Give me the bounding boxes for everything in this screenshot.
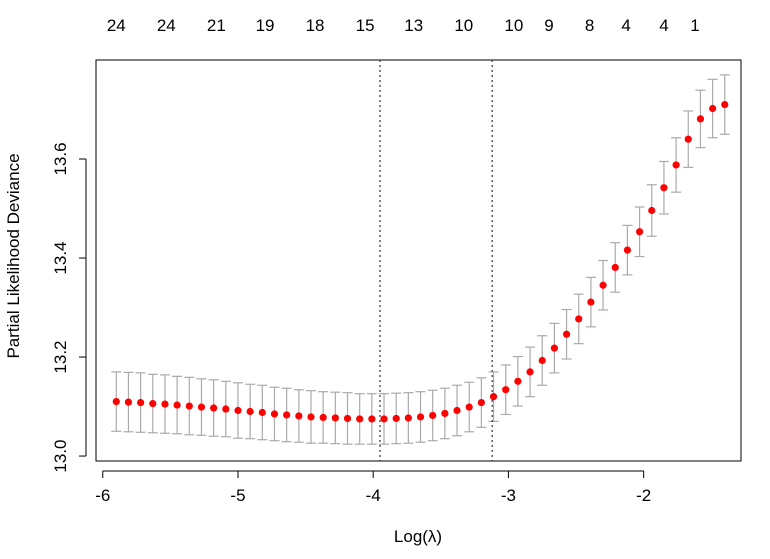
- data-point: [173, 401, 181, 409]
- data-point: [319, 413, 327, 422]
- data-point: [295, 412, 303, 420]
- data-point: [197, 403, 206, 411]
- data-point: [222, 405, 230, 413]
- top-count-label: 4: [659, 16, 668, 35]
- data-point: [137, 398, 145, 407]
- y-tick-label: 13.2: [51, 340, 70, 373]
- x-tick-label: -5: [230, 486, 245, 505]
- data-point: [270, 410, 279, 418]
- x-tick-label: -6: [95, 486, 110, 505]
- data-point: [587, 298, 595, 306]
- data-point: [526, 368, 534, 376]
- data-point: [441, 409, 449, 418]
- point-group: [112, 100, 729, 423]
- top-count-label: 15: [356, 16, 375, 35]
- data-point: [538, 356, 546, 365]
- data-point: [161, 400, 169, 408]
- y-tick-label: 13.0: [51, 440, 70, 473]
- data-point: [648, 206, 656, 215]
- top-count-label: 19: [256, 16, 275, 35]
- data-point: [307, 413, 315, 421]
- data-point: [709, 104, 717, 113]
- x-axis: -6 -5 -4 -3 -2: [95, 470, 651, 505]
- data-point: [635, 228, 644, 236]
- data-point: [331, 414, 339, 422]
- data-point: [246, 407, 254, 416]
- data-point: [234, 406, 242, 415]
- top-count-label: 24: [157, 16, 176, 35]
- data-point: [210, 404, 218, 412]
- data-point: [489, 393, 498, 401]
- errorbar-group: [111, 74, 730, 445]
- top-count-label: 10: [454, 16, 473, 35]
- data-point: [453, 406, 461, 415]
- data-point: [368, 415, 376, 423]
- plot-box: [95, 59, 742, 462]
- data-point: [416, 413, 425, 421]
- top-axis-counts: 24 24 21 19 18 15 13 10 10 9 8 4 4 1: [107, 16, 700, 35]
- top-count-label: 4: [621, 16, 630, 35]
- data-point: [623, 246, 632, 254]
- y-axis: 13.0 13.2 13.4 13.6: [51, 142, 87, 473]
- top-count-label: 13: [404, 16, 423, 35]
- top-count-label: 24: [107, 16, 126, 35]
- data-point: [149, 399, 157, 408]
- x-tick-label: -3: [501, 486, 516, 505]
- data-point: [599, 281, 607, 289]
- data-point: [112, 397, 120, 406]
- data-point: [611, 263, 619, 272]
- data-point: [380, 415, 388, 423]
- data-point: [502, 386, 510, 394]
- y-tick-label: 13.4: [51, 241, 70, 274]
- data-point: [575, 315, 583, 323]
- data-point: [392, 414, 400, 423]
- top-count-label: 9: [544, 16, 553, 35]
- y-axis-label: Partial Likelihood Deviance: [4, 153, 23, 358]
- top-count-label: 1: [690, 16, 699, 35]
- data-point: [356, 415, 364, 423]
- top-count-label: 8: [585, 16, 594, 35]
- x-tick-label: -4: [366, 486, 381, 505]
- data-point: [696, 115, 705, 123]
- data-point: [514, 377, 522, 385]
- data-point: [258, 408, 266, 417]
- data-point: [185, 402, 193, 410]
- top-count-label: 10: [504, 16, 523, 35]
- data-point: [672, 161, 680, 169]
- y-tick-label: 13.6: [51, 142, 70, 175]
- top-count-label: 21: [207, 16, 226, 35]
- reference-lines: [379, 60, 493, 461]
- data-point: [343, 414, 352, 423]
- data-point: [283, 411, 291, 419]
- data-point: [550, 344, 558, 352]
- x-tick-label: -2: [636, 486, 651, 505]
- data-point: [124, 398, 133, 406]
- data-point: [562, 330, 571, 338]
- data-point: [684, 135, 692, 143]
- x-axis-label: Log(λ): [394, 527, 442, 546]
- data-point: [404, 414, 412, 422]
- data-point: [465, 403, 473, 411]
- data-point: [429, 411, 437, 420]
- data-point: [721, 100, 729, 109]
- top-count-label: 18: [306, 16, 325, 35]
- data-point: [477, 398, 485, 407]
- data-point: [660, 184, 668, 192]
